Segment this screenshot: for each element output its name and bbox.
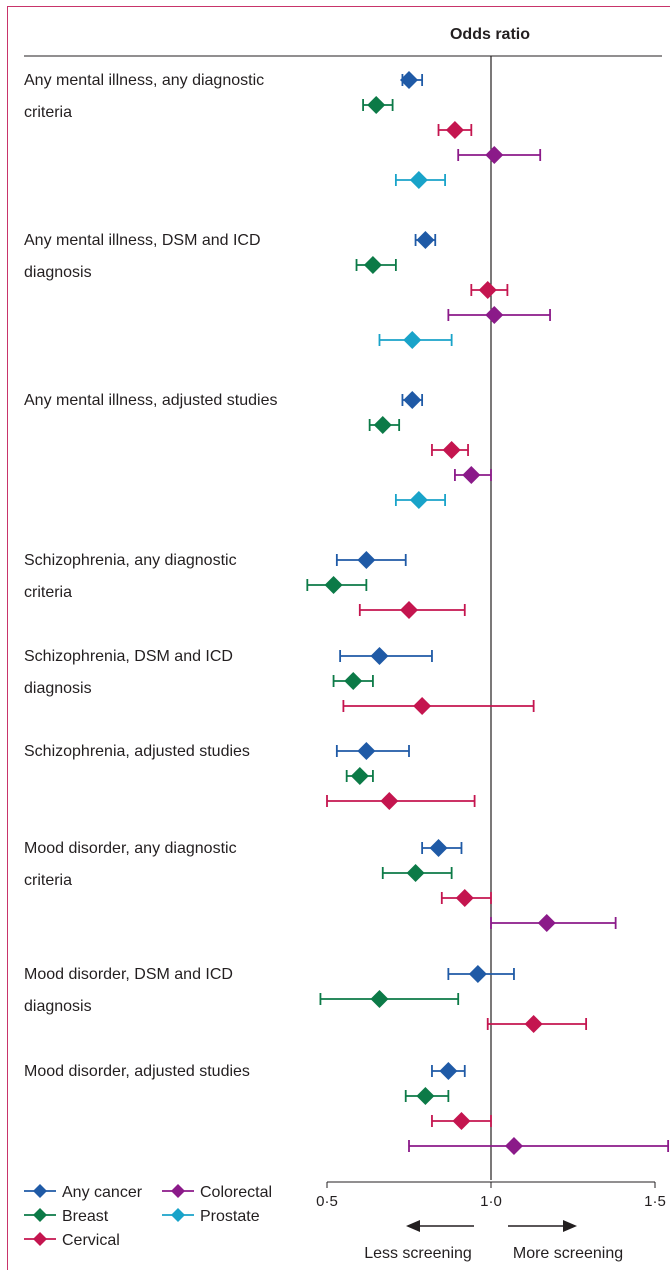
legend-marker-prostate <box>171 1208 185 1222</box>
group-label: criteria <box>24 104 72 121</box>
any-cancer-point <box>357 551 376 569</box>
legend-marker-cervical <box>33 1232 47 1246</box>
less-screening-arrow-head <box>406 1220 420 1232</box>
breast-point <box>373 416 392 434</box>
group-label: Any mental illness, any diagnostic <box>24 72 264 89</box>
legend-label-breast: Breast <box>62 1208 109 1225</box>
group-label: diagnosis <box>24 680 92 697</box>
breast-point <box>363 256 382 274</box>
cervical-point <box>400 601 418 619</box>
x-tick-label: 1·0 <box>480 1193 502 1210</box>
group-label: Mood disorder, adjusted studies <box>24 1063 250 1080</box>
cervical-point <box>524 1015 543 1033</box>
any-cancer-point <box>370 647 389 665</box>
x-axis-label: Odds ratio <box>450 26 530 43</box>
group-label: criteria <box>24 584 72 601</box>
figure-frame <box>7 6 670 1270</box>
group-label: Mood disorder, any diagnostic <box>24 840 237 857</box>
breast-point <box>370 990 389 1008</box>
any-cancer-point <box>429 839 448 857</box>
colorectal-point <box>485 146 504 164</box>
breast-point <box>344 672 363 690</box>
group-label: Schizophrenia, DSM and ICD <box>24 648 233 665</box>
any-cancer-point <box>357 742 376 760</box>
any-cancer-point <box>439 1062 458 1080</box>
more-screening-label: More screening <box>513 1245 623 1262</box>
x-tick-label: 0·5 <box>316 1193 338 1210</box>
group-label: Schizophrenia, any diagnostic <box>24 552 237 569</box>
group-label: Any mental illness, DSM and ICD <box>24 232 261 249</box>
cervical-point <box>380 792 399 810</box>
legend-label-cervical: Cervical <box>62 1232 120 1249</box>
breast-point <box>416 1087 435 1105</box>
cervical-point <box>413 697 432 715</box>
breast-point <box>350 767 369 785</box>
group-label: Mood disorder, DSM and ICD <box>24 966 233 983</box>
group-label: diagnosis <box>24 998 92 1015</box>
any-cancer-point <box>416 231 435 249</box>
cervical-point <box>478 281 497 299</box>
cervical-point <box>452 1112 471 1130</box>
legend-marker-breast <box>33 1208 47 1222</box>
legend-marker-colorectal <box>171 1184 185 1198</box>
group-label: Any mental illness, adjusted studies <box>24 392 277 409</box>
x-tick-label: 1·5 <box>644 1193 666 1210</box>
legend-label-prostate: Prostate <box>200 1208 260 1225</box>
group-label: diagnosis <box>24 264 92 281</box>
colorectal-point <box>537 914 556 932</box>
legend-label-colorectal: Colorectal <box>200 1184 272 1201</box>
group-label: Schizophrenia, adjusted studies <box>24 743 250 760</box>
breast-point <box>406 864 425 882</box>
any-cancer-point <box>403 391 422 409</box>
breast-point <box>367 96 386 114</box>
colorectal-point <box>504 1137 523 1155</box>
cervical-point <box>442 441 461 459</box>
cervical-point <box>455 889 474 907</box>
any-cancer-point <box>468 965 487 983</box>
legend-marker-any-cancer <box>33 1184 47 1198</box>
colorectal-point <box>485 306 504 324</box>
prostate-point <box>409 491 428 509</box>
prostate-point <box>403 331 422 349</box>
legend-label-any-cancer: Any cancer <box>62 1184 143 1201</box>
any-cancer-point <box>400 71 418 89</box>
cervical-point <box>445 121 464 139</box>
more-screening-arrow-head <box>563 1220 577 1232</box>
less-screening-label: Less screening <box>364 1245 472 1262</box>
prostate-point <box>409 171 428 189</box>
colorectal-point <box>462 466 481 484</box>
group-label: criteria <box>24 872 72 889</box>
breast-point <box>324 576 343 594</box>
